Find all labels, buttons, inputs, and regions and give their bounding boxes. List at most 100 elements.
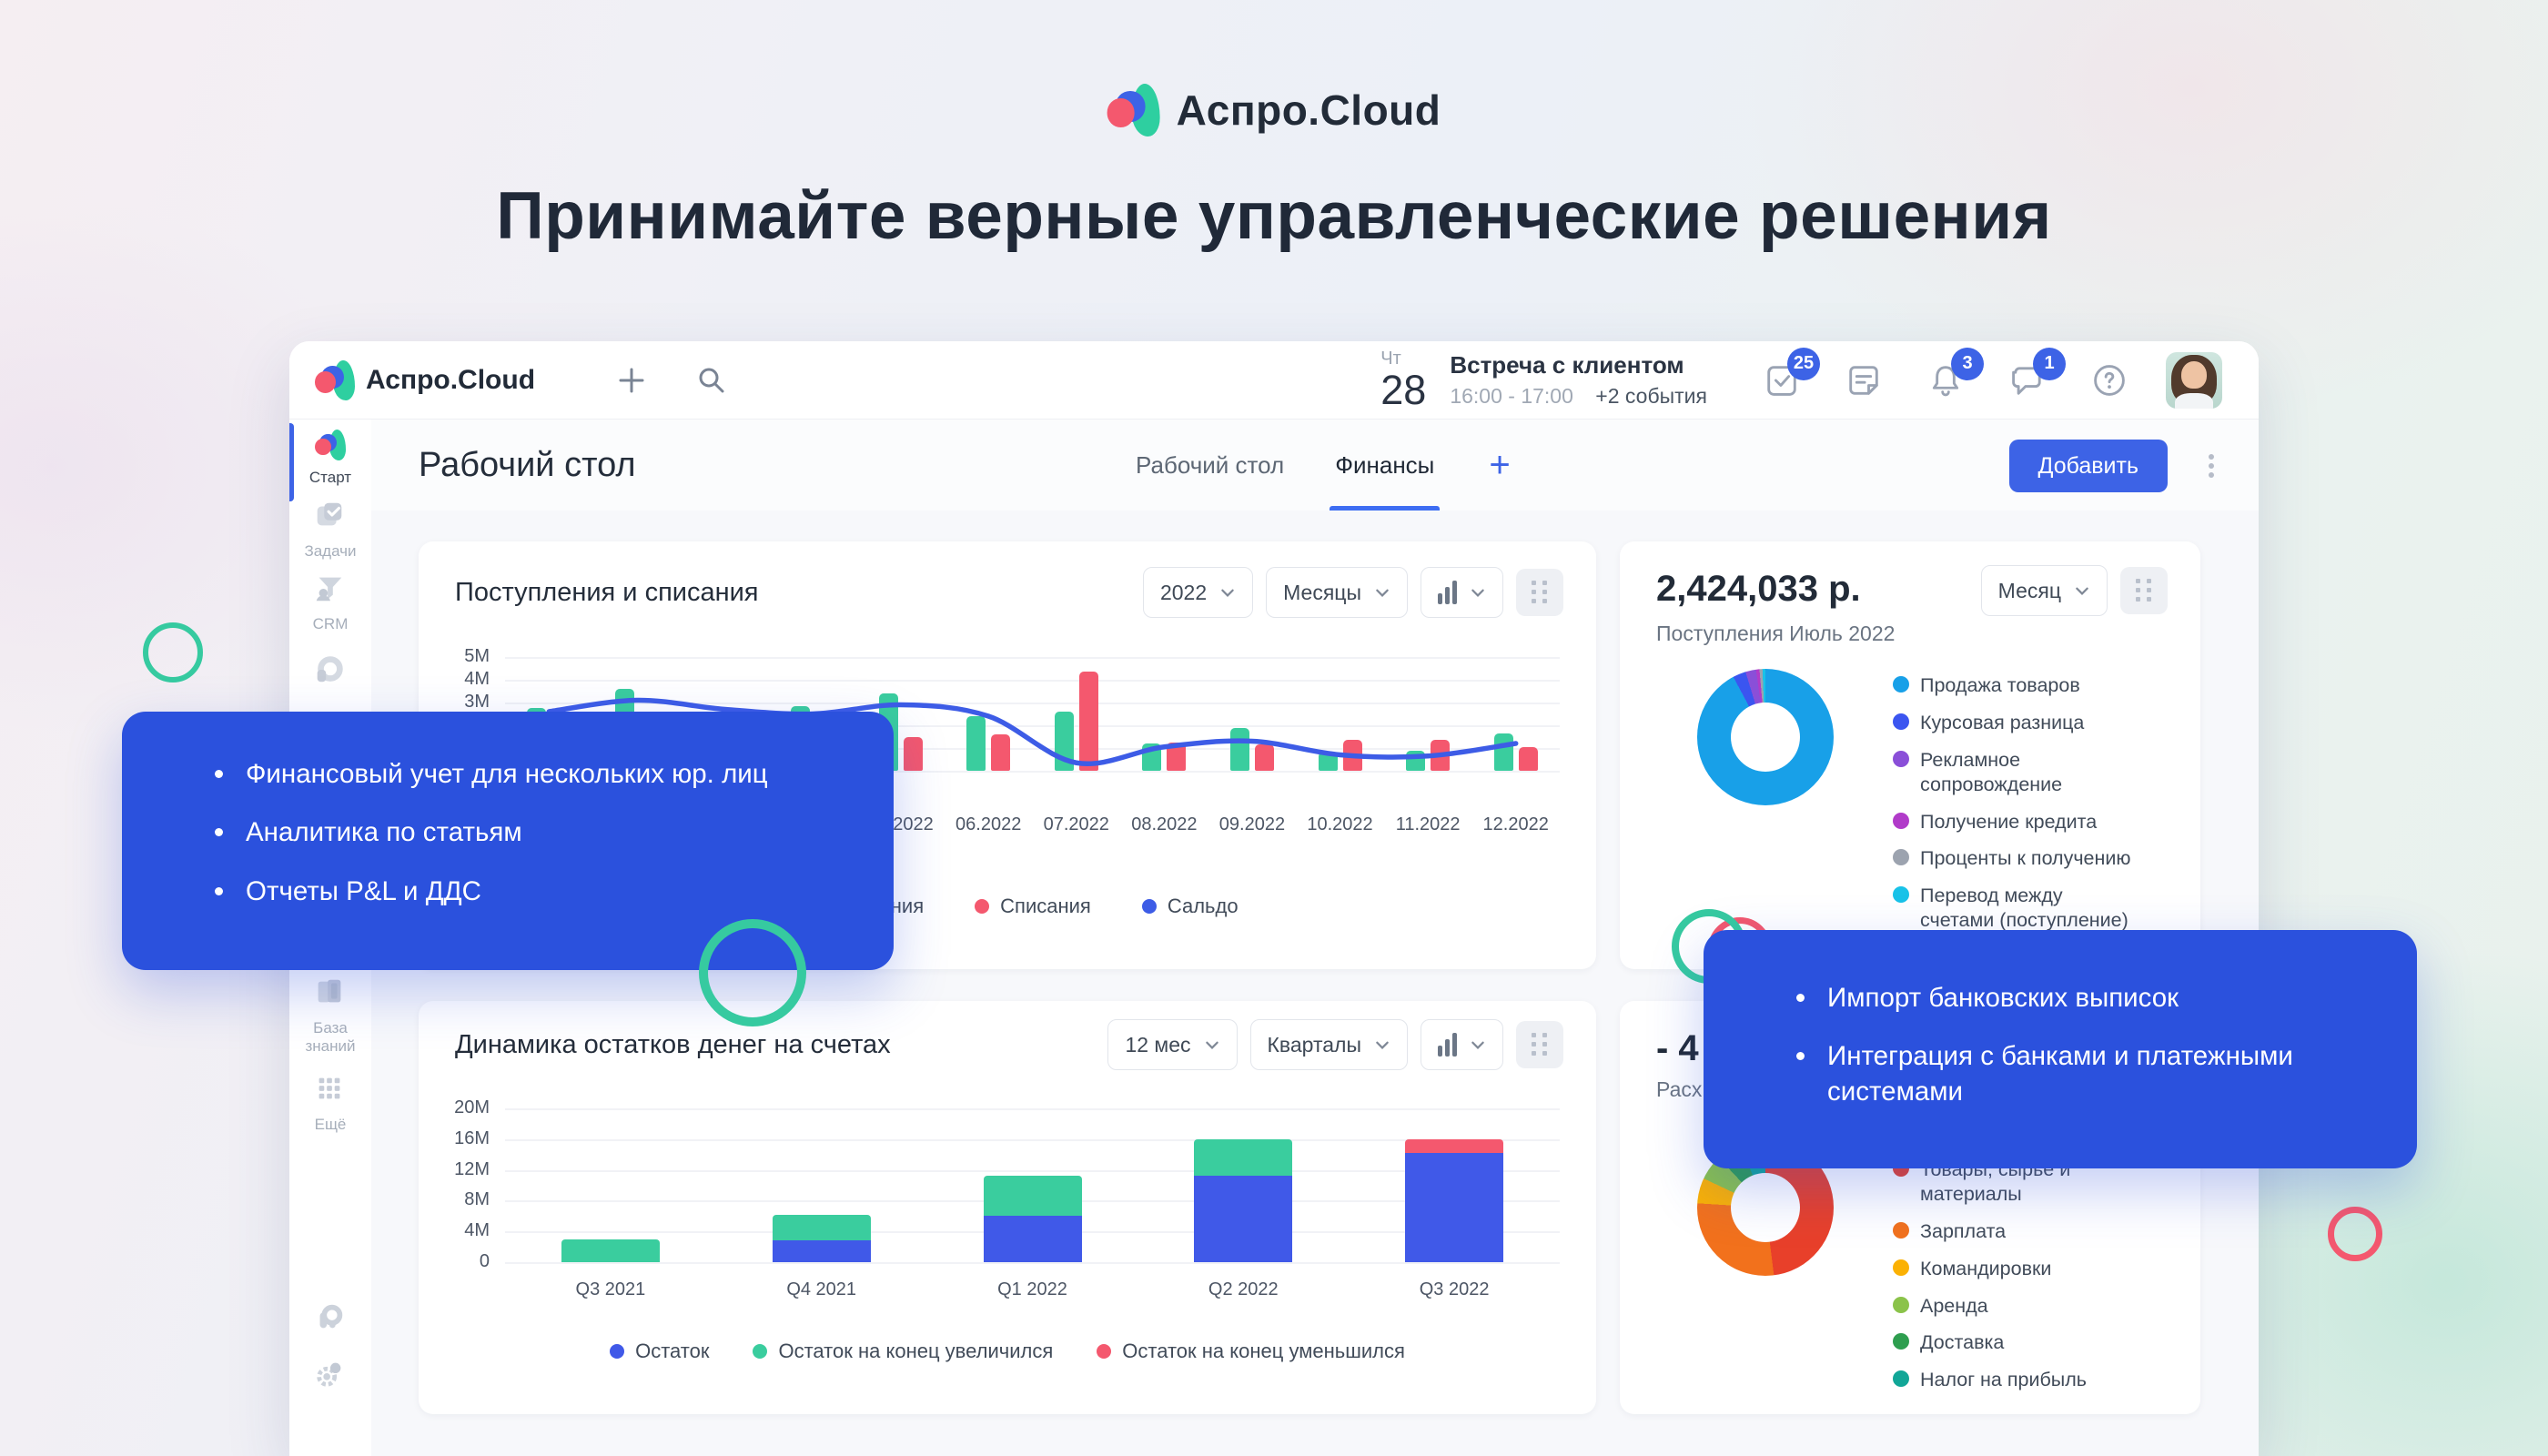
donut-legend: Продажа товаров Курсовая разница Рекламное… [1893,673,2138,933]
widget-drag-handle[interactable] [1516,569,1563,616]
bar-Поступления [1054,712,1074,771]
donut-legend: Товары, сырье и материалы Зарплата Команди… [1893,1158,2138,1392]
drag-dots-icon [1532,1033,1536,1037]
sidebar-item-label: Задачи [304,542,357,560]
sidebar-item-База знаний[interactable]: База знаний [289,975,371,1055]
legend-item[interactable]: Продажа товаров [1893,673,2138,698]
y-tick-label: 5M [464,646,490,666]
quick-create-button[interactable] [613,362,650,399]
bar-Поступления [966,716,986,771]
app-logo[interactable]: Аспро.Cloud [315,359,535,400]
legend-item[interactable]: Списания [975,895,1091,918]
tab-Рабочий стол[interactable]: Рабочий стол [1136,420,1284,511]
chart-type-dropdown[interactable] [1421,1019,1503,1070]
event-title: Встреча с клиентом [1450,350,1684,379]
month-dropdown[interactable]: Месяц [1980,565,2108,616]
range-dropdown[interactable]: 12 мес [1107,1019,1238,1070]
bar-Списания [1078,672,1098,771]
legend-item[interactable]: Курсовая разница [1893,711,2138,735]
event-extra-count[interactable]: +2 события [1595,384,1707,409]
search-button[interactable] [693,362,730,399]
sidebar-item-CRM[interactable]: CRM [289,571,371,633]
sidebar-item-Ещё[interactable]: Ещё [289,1071,371,1134]
stacked-bar-Остаток на конец увеличился [772,1214,871,1241]
income-donut-chart [1697,669,1834,805]
add-tab-button[interactable]: + [1485,445,1513,486]
sidebar-footer-settings-gear-icon[interactable] [289,1357,371,1398]
bar-Поступления [1318,751,1338,771]
help-button[interactable] [2089,360,2129,400]
legend-label: Сальдо [1167,895,1239,917]
legend-item[interactable]: Командировки [1893,1257,2138,1281]
add-widget-button[interactable]: Добавить [2008,440,2168,492]
card-title: Поступления и списания [455,577,759,607]
legend-item[interactable]: Остаток на конец увеличился [753,1340,1053,1363]
search-icon [699,368,724,392]
integrations-icon [312,1300,349,1337]
y-tick-label: 0 [479,1251,490,1271]
legend-item[interactable]: Остаток [610,1340,709,1363]
x-tick-label: 08.2022 [1131,814,1198,834]
legend-label: Проценты к получению [1920,847,2131,870]
callout-bullet: Импорт банковских выписок [1795,981,2371,1016]
y-tick-label: 8M [464,1189,490,1210]
sidebar-footer-integrations-icon[interactable] [289,1300,371,1341]
legend-item[interactable]: Перевод между счетами (поступление) [1893,884,2138,933]
question-icon [2094,364,2125,396]
y-tick-label: 4M [464,1220,490,1241]
callout-bullet: Финансовый учет для нескольких юр. лиц [213,757,857,792]
gridline [505,680,1560,682]
donut-hole [1731,1173,1800,1242]
legend-item[interactable]: Зарплата [1893,1219,2138,1244]
widget-drag-handle[interactable] [1516,1021,1563,1068]
user-avatar[interactable] [2166,351,2222,409]
legend-item[interactable]: Получение кредита [1893,810,2138,834]
legend-item[interactable]: Налог на прибыль [1893,1368,2138,1392]
legend-dot [1893,1370,1909,1388]
widget-drag-handle[interactable] [2120,567,2168,614]
legend-label: Продажа товаров [1920,674,2080,696]
notifications-badge: 3 [1951,347,1984,380]
tab-Финансы[interactable]: Финансы [1330,420,1441,511]
gridline [505,1262,1560,1264]
brand-logo-icon [1107,84,1160,136]
sidebar-item-Задачи[interactable]: Задачи [289,498,371,561]
avatar-body [2174,393,2214,409]
legend-item[interactable]: Рекламное сопровождение [1893,748,2138,797]
calendar-date[interactable]: Чт 28 [1380,349,1426,410]
y-tick-label: 12M [454,1158,490,1179]
avatar-face [2181,361,2207,389]
period-dropdown[interactable]: Кварталы [1249,1019,1408,1070]
decorative-ring [699,919,806,1026]
notifications-button[interactable]: 3 [1926,347,1984,400]
note-icon [1849,365,1878,395]
x-tick-label: Q3 2021 [575,1279,646,1299]
tasks-tray-button[interactable]: 25 [1762,347,1820,400]
card-title: Динамика остатков денег на счетах [455,1029,891,1059]
legend-label: Остаток [635,1340,710,1362]
messages-badge: 1 [2033,347,2066,380]
stacked-bar-Остаток на конец увеличился [1194,1138,1293,1177]
chevron-down-icon [1376,589,1389,597]
callout-bullet-list: Импорт банковских выписок Интеграция с ба… [1795,981,2371,1109]
bar-Поступления [1229,727,1249,771]
messages-button[interactable]: 1 [2007,347,2066,400]
sidebar-item-finance[interactable] [289,652,371,693]
legend-item[interactable]: Аренда [1893,1294,2138,1319]
sidebar-item-label: База знаний [305,1019,356,1055]
legend-item[interactable]: Остаток на конец уменьшился [1097,1340,1405,1363]
page-menu-button[interactable] [2188,447,2224,483]
period-dropdown[interactable]: Месяцы [1266,567,1408,618]
legend-item[interactable]: Проценты к получению [1893,846,2138,871]
upcoming-event[interactable]: Встреча с клиентом 16:00 - 17:00 +2 собы… [1450,350,1707,410]
x-tick-label: Q4 2021 [786,1279,857,1299]
legend-label: Получение кредита [1920,810,2098,833]
legend-label: Рекламное сопровождение [1920,748,2063,795]
year-dropdown[interactable]: 2022 [1142,567,1254,618]
legend-item[interactable]: Доставка [1893,1330,2138,1355]
sidebar-item-Старт[interactable]: Старт [289,423,371,501]
legend-item[interactable]: Сальдо [1141,895,1239,918]
chart-type-dropdown[interactable] [1421,567,1503,618]
notes-button[interactable] [1844,360,1884,400]
x-tick-label: 10.2022 [1307,814,1373,834]
